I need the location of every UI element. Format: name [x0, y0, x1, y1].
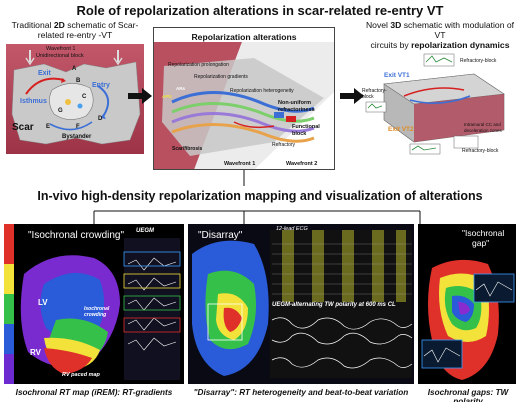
panel1-caption: Isochronal RT map (iREM): RT-gradients — [15, 388, 173, 397]
exit-vt2-label: Exit VT2 — [388, 126, 414, 133]
scar-3d-svg — [365, 53, 505, 155]
refractoriness-label: refractoriness — [278, 107, 315, 113]
disarray-quote: "Disarray" — [198, 230, 243, 241]
arrow-right-icon — [340, 88, 364, 104]
repolarization-panel: Repolarization alterations Repolarizatio… — [153, 27, 335, 170]
letter-e: E — [46, 124, 51, 130]
refractory-block-left-label: Refractory- — [362, 88, 387, 94]
scar-fibrosis-label: Scar/fibrosis — [172, 146, 203, 152]
crowding-label-1: Isochronal — [84, 306, 110, 312]
iso-gap-panel: "Isochronal gap" — [418, 224, 516, 384]
panel3-caption: Isochronal gaps: TW polarity — [427, 388, 509, 402]
lv-label: LV — [38, 298, 48, 307]
right-caption: Novel 3D schematic with modulation of VT… — [365, 20, 515, 50]
wavefront1-label: Wavefront 1 — [224, 161, 256, 167]
scar-label: Scar — [12, 122, 34, 133]
panel2-caption: "Disarray": RT heterogeneity and beat-to… — [193, 388, 409, 397]
iso-gap-quote-2: gap" — [472, 238, 490, 248]
ars-label: ARs — [176, 86, 186, 91]
entry-label: Entry — [92, 82, 110, 89]
wavefront2-label: Wavefront 2 — [286, 161, 318, 167]
letter-f: F — [76, 124, 80, 130]
gradients-label: Repolarization gradients — [194, 74, 248, 80]
iso-gap-quote-1: "Isochronal — [462, 228, 505, 238]
disarray-map — [192, 230, 413, 378]
crowding-label-2: crowding — [84, 312, 107, 318]
iso-crowding-map — [4, 224, 181, 384]
non-uniform-label: Non-uniform — [278, 100, 311, 106]
figure-title: Role of repolarization alterations in sc… — [76, 3, 444, 18]
exit-vt1-label: Exit VT1 — [384, 72, 410, 79]
uegm-note: UEGM-alternating TW polarity at 600 ms C… — [272, 302, 396, 308]
disarray-panel: "Disarray" 12-lead ECG UEGM-alternating … — [188, 224, 414, 384]
iso-crowding-quote: "Isochronal crowding" — [28, 230, 125, 241]
iso-crowding-panel: "Isochronal crowding" UEGM LV RV Isochro… — [4, 224, 184, 384]
uegm-label: UEGM — [136, 228, 154, 234]
block-label: block — [292, 131, 307, 137]
unidirectional-block-label: Unidirectional block — [36, 53, 84, 59]
repolarization-svg — [154, 42, 334, 169]
letter-b: B — [76, 78, 81, 84]
left-caption: Traditional 2D schematic of Scar- relate… — [11, 20, 139, 40]
refractory-block-top-label: Refractory-block — [460, 58, 497, 64]
scar-2d-svg — [6, 44, 144, 154]
middle-caption: Repolarization alterations — [191, 32, 297, 42]
prolongation-label: Repolarization prolongation — [168, 62, 229, 68]
apd-label: APD — [162, 94, 172, 99]
exit-label: Exit — [38, 70, 51, 77]
intramural-label: Intramural CC and — [464, 122, 501, 127]
refractory-block-bottom-label: Refractory-block — [462, 148, 499, 154]
section-title: In-vivo high-density repolarization mapp… — [37, 189, 483, 203]
letter-a: A — [72, 66, 77, 72]
functional-label: Functional — [292, 124, 320, 130]
deceleration-label: deceleration zones — [464, 128, 502, 133]
rv-paced-label: RV paced map — [62, 372, 100, 378]
bystander-label: Bystander — [62, 134, 92, 140]
refractory-label: Refractory — [272, 142, 296, 148]
scar-3d-schematic: Exit VT1 Exit VT2 Refractory-block Refra… — [362, 44, 518, 156]
wavefront-label: Wavefront 1 — [46, 46, 76, 52]
letter-d: D — [98, 116, 103, 122]
letter-c: C — [82, 94, 87, 100]
refractory-block-left2-label: block — [362, 94, 374, 100]
iso-gap-map — [421, 259, 515, 380]
isthmus-label: Isthmus — [20, 98, 47, 105]
arrow-right-icon — [128, 88, 152, 104]
connector-lines — [93, 170, 421, 224]
ecg-label: 12-lead ECG — [276, 226, 308, 232]
heterogeneity-label: Repolarization heterogeneity — [230, 88, 294, 94]
rv-label: RV — [30, 348, 41, 357]
letter-g: G — [58, 108, 63, 114]
scar-2d-schematic: Wavefront 1 Unidirectional block Exit En… — [6, 44, 144, 154]
